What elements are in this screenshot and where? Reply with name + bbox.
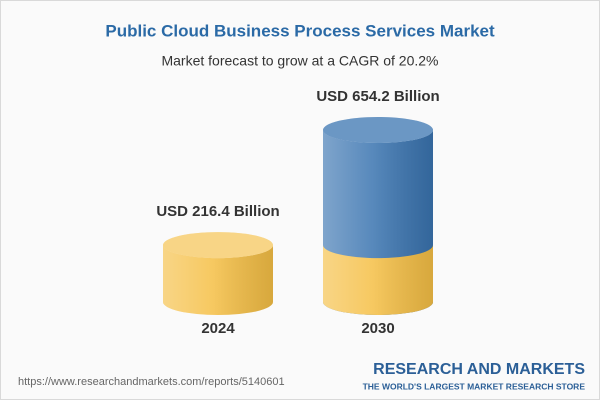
chart-subtitle: Market forecast to grow at a CAGR of 20.…	[161, 53, 438, 69]
cylinder-top-light	[163, 232, 273, 259]
chart-title: Public Cloud Business Process Services M…	[105, 21, 495, 40]
tagline: THE WORLD'S LARGEST MARKET RESEARCH STOR…	[363, 381, 586, 391]
brand: RESEARCH AND MARKETS	[373, 361, 585, 378]
cylinder-shade	[163, 245, 273, 315]
source-url: https://www.researchandmarkets.com/repor…	[18, 376, 285, 388]
value-label: USD 654.2 Billion	[316, 88, 439, 105]
x-tick-label: 2030	[361, 320, 394, 337]
value-label: USD 216.4 Billion	[156, 203, 279, 220]
x-tick-label: 2024	[201, 320, 235, 337]
cylinder-top	[163, 232, 273, 259]
cylinder-base-shade	[323, 245, 433, 315]
cylinder-top	[323, 117, 433, 143]
cylinder-top-light	[323, 117, 433, 143]
